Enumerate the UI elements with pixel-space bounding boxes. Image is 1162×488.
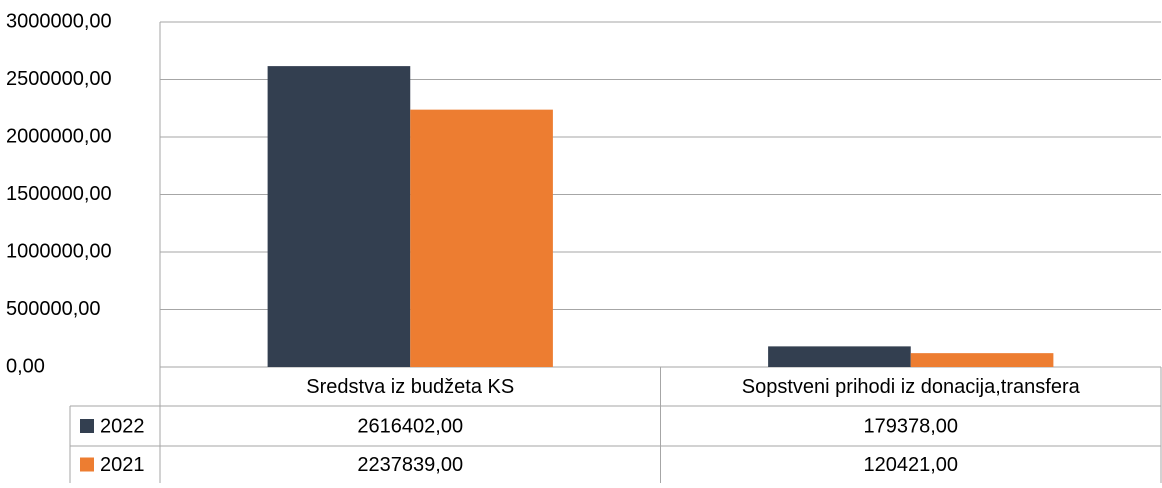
y-tick-label: 1500000,00 xyxy=(6,183,112,205)
y-tick-label: 2000000,00 xyxy=(6,125,112,147)
x-tick-label: Sredstva iz budžeta KS xyxy=(306,376,514,398)
legend-label: 2021 xyxy=(100,454,145,476)
legend-label: 2022 xyxy=(100,415,145,437)
legend-key xyxy=(80,419,94,433)
bar xyxy=(910,353,1054,367)
table-cell: 120421,00 xyxy=(863,454,958,476)
bar xyxy=(410,109,553,368)
y-tick-label: 0,00 xyxy=(6,355,45,377)
table-cell: 2616402,00 xyxy=(357,415,463,437)
y-tick-label: 2500000,00 xyxy=(6,68,112,90)
x-tick-label: Sopstveni prihodi iz donacija,transfera xyxy=(742,376,1081,398)
bar xyxy=(267,66,411,367)
legend-key xyxy=(80,457,94,472)
y-tick-label: 3000000,00 xyxy=(6,10,112,32)
bar xyxy=(768,346,911,367)
table-cell: 2237839,00 xyxy=(357,454,463,476)
table-cell: 179378,00 xyxy=(863,415,958,437)
y-tick-label: 500000,00 xyxy=(6,298,101,320)
y-tick-label: 1000000,00 xyxy=(6,240,112,262)
